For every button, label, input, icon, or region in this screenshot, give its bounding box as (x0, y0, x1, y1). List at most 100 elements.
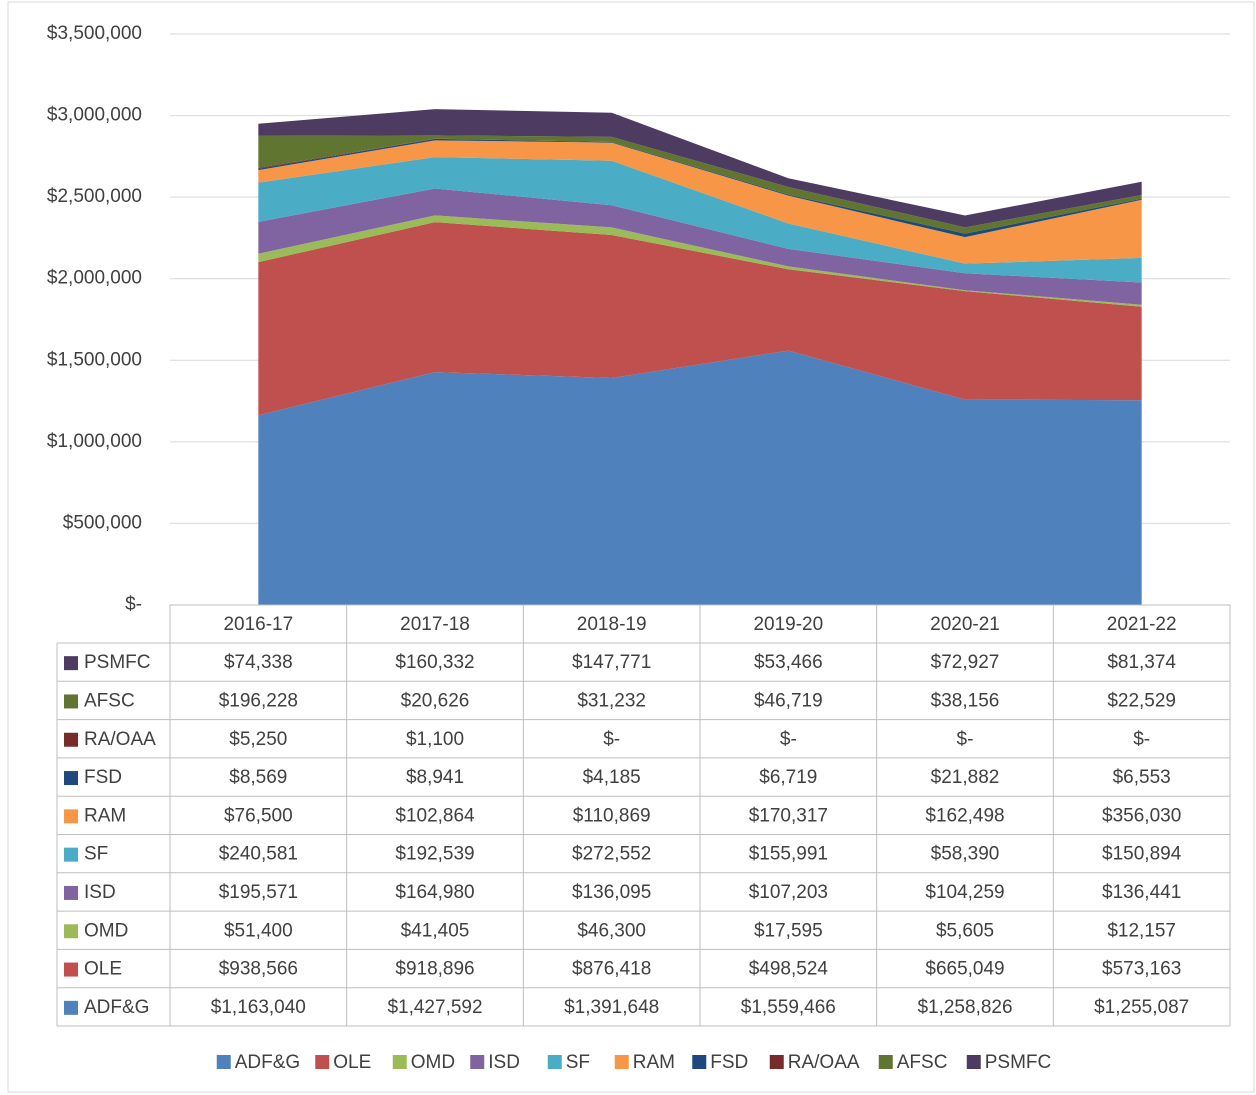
table-cell: $918,896 (395, 959, 474, 980)
table-cell: $5,250 (229, 729, 287, 750)
table-cell: $1,163,040 (211, 997, 306, 1018)
row-label: AFSC (84, 690, 135, 711)
legend-swatch (614, 1055, 629, 1069)
table-cell: $876,418 (572, 959, 651, 980)
legend-label: FSD (710, 1052, 748, 1073)
y-tick-label: $1,500,000 (47, 349, 142, 370)
legend-swatch (64, 885, 78, 900)
table-cell: $81,374 (1107, 652, 1176, 673)
row-label: ADF&G (84, 997, 149, 1018)
table-cell: $272,552 (572, 844, 651, 865)
row-label: SF (84, 844, 108, 865)
row-label: OLE (84, 959, 122, 980)
legend-swatch (966, 1055, 981, 1069)
table-cell: $155,991 (749, 844, 828, 865)
legend-swatch (769, 1055, 784, 1069)
y-tick-label: $- (125, 594, 142, 615)
legend-label: RAM (633, 1052, 675, 1073)
table-cell: $938,566 (219, 959, 298, 980)
x-tick-label: 2021-22 (1107, 614, 1177, 635)
table-cell: $6,553 (1113, 767, 1171, 788)
table-cell: $160,332 (395, 652, 474, 673)
legend-swatch (878, 1055, 893, 1069)
y-tick-label: $2,000,000 (47, 268, 142, 289)
table-cell: $- (603, 729, 620, 750)
legend-label: SF (566, 1052, 590, 1073)
legend-swatch (64, 962, 78, 977)
x-tick-label: 2020-21 (930, 614, 1000, 635)
table-cell: $72,927 (931, 652, 1000, 673)
legend-swatch (64, 847, 78, 862)
row-label: RA/OAA (84, 729, 156, 750)
legend-swatch (392, 1055, 407, 1069)
legend-label: OLE (333, 1052, 371, 1073)
x-tick-label: 2017-18 (400, 614, 470, 635)
legend-swatch (547, 1055, 562, 1069)
table-cell: $51,400 (224, 920, 293, 941)
table-cell: $20,626 (401, 690, 470, 711)
table-cell: $1,258,826 (917, 997, 1012, 1018)
table-cell: $4,185 (583, 767, 641, 788)
table-cell: $150,894 (1102, 844, 1182, 865)
table-cell: $356,030 (1102, 805, 1181, 826)
table-cell: $74,338 (224, 652, 293, 673)
legend-swatch (692, 1055, 707, 1069)
table-cell: $104,259 (925, 882, 1004, 903)
table-cell: $240,581 (219, 844, 298, 865)
table-cell: $573,163 (1102, 959, 1181, 980)
y-tick-label: $2,500,000 (47, 186, 142, 207)
table-cell: $22,529 (1107, 690, 1176, 711)
table-cell: $46,719 (754, 690, 823, 711)
legend-swatch (470, 1055, 485, 1069)
row-label: ISD (84, 882, 116, 903)
table-cell: $107,203 (749, 882, 828, 903)
legend-swatch (64, 1000, 78, 1015)
table-cell: $1,391,648 (564, 997, 659, 1018)
y-tick-label: $1,000,000 (47, 431, 142, 452)
area (258, 135, 1142, 234)
area (258, 188, 1142, 305)
row-label: FSD (84, 767, 122, 788)
y-tick-label: $3,500,000 (47, 23, 142, 44)
table-cell: $498,524 (749, 959, 829, 980)
legend-swatch (64, 656, 78, 671)
table-cell: $- (780, 729, 797, 750)
table-cell: $6,719 (759, 767, 817, 788)
y-tick-label: $500,000 (63, 512, 142, 533)
y-tick-label: $3,000,000 (47, 105, 142, 126)
row-label: OMD (84, 920, 128, 941)
legend-swatch (64, 809, 78, 824)
area (258, 140, 1142, 264)
legend-label: ADF&G (235, 1052, 300, 1073)
table-cell: $665,049 (925, 959, 1004, 980)
table-cell: $21,882 (931, 767, 1000, 788)
table-cell: $102,864 (395, 805, 475, 826)
table-cell: $58,390 (931, 844, 1000, 865)
table-cell: $1,100 (406, 729, 464, 750)
table-cell: $31,232 (577, 690, 646, 711)
row-label: PSMFC (84, 652, 151, 673)
legend-label: PSMFC (985, 1052, 1052, 1073)
legend-swatch (64, 771, 78, 786)
table-cell: $110,869 (573, 805, 651, 826)
table-cell: $1,427,592 (387, 997, 482, 1018)
table-cell: $8,941 (406, 767, 464, 788)
area (258, 350, 1142, 605)
table-cell: $46,300 (577, 920, 646, 941)
table-cell: $12,157 (1107, 920, 1176, 941)
legend-swatch (64, 732, 78, 747)
legend-swatch (315, 1055, 330, 1069)
area (258, 109, 1142, 228)
table-cell: $170,317 (749, 805, 828, 826)
legend-label: AFSC (897, 1052, 948, 1073)
table-cell: $196,228 (219, 690, 298, 711)
table-cell: $162,498 (925, 805, 1004, 826)
table-cell: $1,255,087 (1094, 997, 1189, 1018)
legend-label: OMD (411, 1052, 455, 1073)
table-cell: $192,539 (395, 844, 474, 865)
table-cell: $5,605 (936, 920, 994, 941)
table-cell: $41,405 (401, 920, 470, 941)
table-cell: $136,095 (572, 882, 651, 903)
table-cell: $53,466 (754, 652, 823, 673)
